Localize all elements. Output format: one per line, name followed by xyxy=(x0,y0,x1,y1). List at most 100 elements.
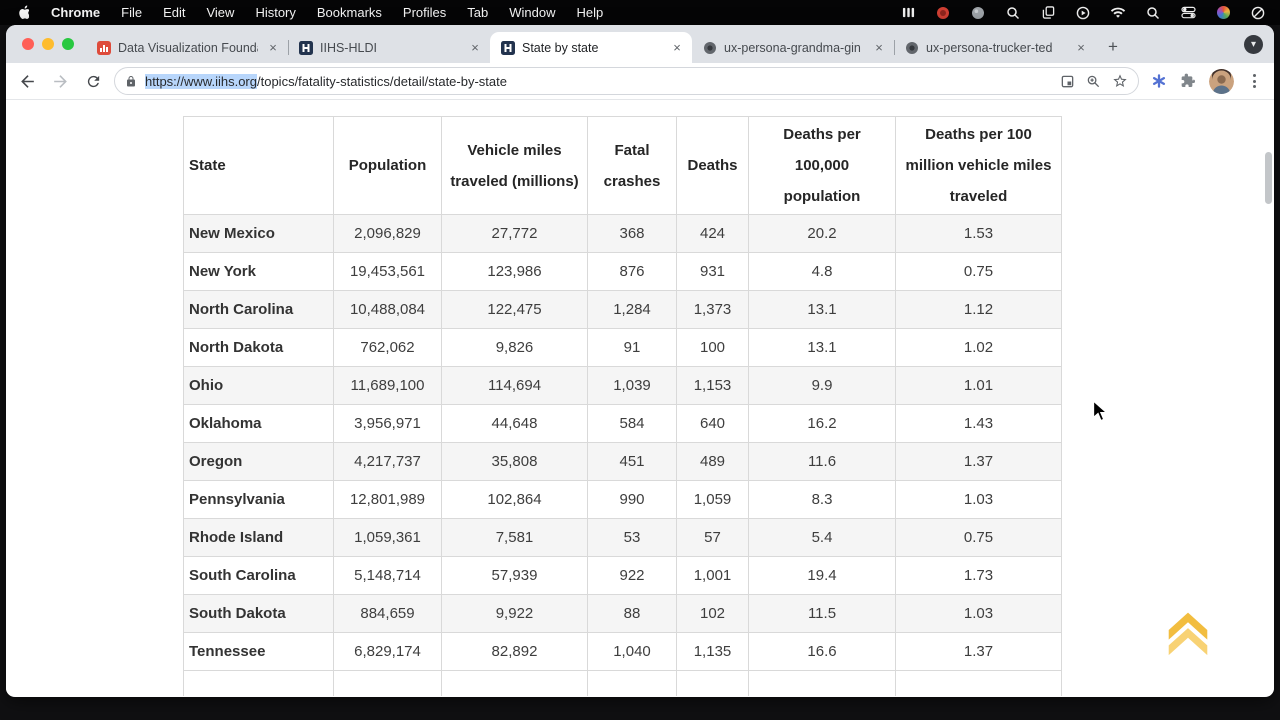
cell-state: Rhode Island xyxy=(183,518,334,557)
table-row: New Mexico 2,096,829 27,772 368 424 20.2 1.53 xyxy=(183,214,1062,253)
apple-icon[interactable] xyxy=(14,5,30,21)
cell-value: 489 xyxy=(676,442,749,481)
cell-value: 424 xyxy=(676,214,749,253)
cell-value: 102,864 xyxy=(441,480,588,519)
cell-value: 762,062 xyxy=(333,328,442,367)
header-deaths-per-100k: Deaths per 100,000 population xyxy=(748,116,896,215)
minimize-window-button[interactable] xyxy=(42,38,54,50)
menubar-item-history[interactable]: History xyxy=(255,5,296,20)
menubar-item-help[interactable]: Help xyxy=(576,5,604,20)
address-bar[interactable]: https://www.iihs.org/topics/fatality-sta… xyxy=(114,67,1139,95)
tab-search-button[interactable]: ▾ xyxy=(1244,35,1263,54)
iihs-favicon xyxy=(501,40,515,55)
back-button[interactable] xyxy=(15,69,39,93)
header-deaths: Deaths xyxy=(676,116,749,215)
cell-value: 1,284 xyxy=(587,290,677,329)
cell-value: 122,475 xyxy=(441,290,588,329)
cell-state: Pennsylvania xyxy=(183,480,334,519)
reload-button[interactable] xyxy=(81,69,105,93)
cell-value: 1,059 xyxy=(676,480,749,519)
tab-title: ux-persona-grandma-gin xyxy=(724,40,861,55)
colorful-app-icon[interactable] xyxy=(1215,5,1231,21)
search-icon[interactable] xyxy=(1145,5,1161,21)
extensions-puzzle-icon[interactable] xyxy=(1180,73,1196,89)
zoom-window-button[interactable] xyxy=(62,38,74,50)
profile-avatar[interactable] xyxy=(1209,68,1234,94)
extension-asterisk-icon[interactable] xyxy=(1151,73,1167,89)
mouse-cursor xyxy=(1092,399,1111,428)
lock-icon[interactable] xyxy=(125,75,137,88)
tab-ux-persona-grandma[interactable]: ux-persona-grandma-gin × xyxy=(692,32,894,63)
url-rest: /topics/fatality-statistics/detail/state… xyxy=(257,73,507,89)
menubar-item-edit[interactable]: Edit xyxy=(163,5,186,20)
cell-value: 884,659 xyxy=(333,594,442,633)
cell-value: 16.2 xyxy=(748,404,896,443)
url-text: https://www.iihs.org/topics/fatality-sta… xyxy=(145,73,1052,89)
cell-value: 1.73 xyxy=(895,556,1062,595)
tab-close-icon[interactable]: × xyxy=(269,39,277,55)
cell-value: 100 xyxy=(676,328,749,367)
spotlight-icon[interactable] xyxy=(1005,5,1021,21)
tab-close-icon[interactable]: × xyxy=(875,39,883,55)
table-row: South Carolina 5,148,714 57,939 922 1,001 19.… xyxy=(183,556,1062,595)
close-window-button[interactable] xyxy=(22,38,34,50)
tab-iihs-hldi[interactable]: IIHS-HLDI × xyxy=(288,32,490,63)
browser-window: Data Visualization Founda × IIHS-HLDI × … xyxy=(6,25,1274,697)
cell-value: 1.01 xyxy=(895,366,1062,405)
table-header-row: State Population Vehicle miles traveled … xyxy=(183,116,1062,215)
cell-value: 990 xyxy=(587,480,677,519)
tab-ux-persona-trucker[interactable]: ux-persona-trucker-ted × xyxy=(894,32,1096,63)
menubar-app-name[interactable]: Chrome xyxy=(51,5,101,20)
menubar-item-view[interactable]: View xyxy=(206,5,235,20)
cell-value: 4.8 xyxy=(748,252,896,291)
url-selected: https://www.iihs.org xyxy=(145,73,257,89)
window-manager-icon[interactable] xyxy=(900,5,916,21)
do-not-disturb-icon[interactable] xyxy=(1250,5,1266,21)
persona-favicon xyxy=(905,41,919,55)
record-status-icon[interactable] xyxy=(935,5,951,21)
play-circle-icon[interactable] xyxy=(1075,5,1091,21)
new-tab-button[interactable]: + xyxy=(1108,37,1118,56)
back-to-top-button[interactable] xyxy=(1161,603,1215,657)
cell-value: 9.9 xyxy=(748,366,896,405)
cell-value: 123,986 xyxy=(441,252,588,291)
status-circle-icon[interactable] xyxy=(970,5,986,21)
cell-value: 1,059,361 xyxy=(333,518,442,557)
wifi-icon[interactable] xyxy=(1110,5,1126,21)
macos-menubar: Chrome File Edit View History Bookmarks … xyxy=(0,0,1280,25)
menubar-item-tab[interactable]: Tab xyxy=(467,5,489,20)
cell-value: 19.4 xyxy=(748,556,896,595)
tab-close-icon[interactable]: × xyxy=(1077,39,1085,55)
menubar-item-bookmarks[interactable]: Bookmarks xyxy=(316,5,382,20)
zoom-icon[interactable] xyxy=(1086,74,1101,89)
tab-close-icon[interactable]: × xyxy=(673,39,681,55)
menu-kebab-icon[interactable] xyxy=(1247,70,1262,92)
screenshot-icon[interactable] xyxy=(1060,74,1075,89)
cell-value: 3,956,971 xyxy=(333,404,442,443)
menubar-item-profiles[interactable]: Profiles xyxy=(402,5,447,20)
clipboard-icon[interactable] xyxy=(1040,5,1056,21)
cell-value: 13.1 xyxy=(748,290,896,329)
cell-value: 451 xyxy=(587,442,677,481)
tab-data-visualization[interactable]: Data Visualization Founda × xyxy=(86,32,288,63)
cell-value: 8.3 xyxy=(748,480,896,519)
tab-strip: Data Visualization Founda × IIHS-HLDI × … xyxy=(6,25,1274,63)
cell-value: 1.37 xyxy=(895,442,1062,481)
menubar-item-window[interactable]: Window xyxy=(509,5,556,20)
window-controls xyxy=(16,25,86,63)
control-center-icon[interactable] xyxy=(1180,5,1196,21)
scrollbar-thumb[interactable] xyxy=(1265,152,1272,204)
tab-close-icon[interactable]: × xyxy=(471,39,479,55)
browser-toolbar: https://www.iihs.org/topics/fatality-sta… xyxy=(6,63,1274,100)
header-fatal-crashes: Fatal crashes xyxy=(587,116,677,215)
cell-value: 1.12 xyxy=(895,290,1062,329)
cell-state: New Mexico xyxy=(183,214,334,253)
tab-state-by-state[interactable]: State by state × xyxy=(490,32,692,63)
toolbar-right xyxy=(1148,68,1265,94)
bookmark-star-icon[interactable] xyxy=(1112,73,1128,89)
header-state: State xyxy=(183,116,334,215)
forward-button[interactable] xyxy=(48,69,72,93)
cell-state: North Dakota xyxy=(183,328,334,367)
cell-value: 1,153 xyxy=(676,366,749,405)
menubar-item-file[interactable]: File xyxy=(121,5,143,20)
